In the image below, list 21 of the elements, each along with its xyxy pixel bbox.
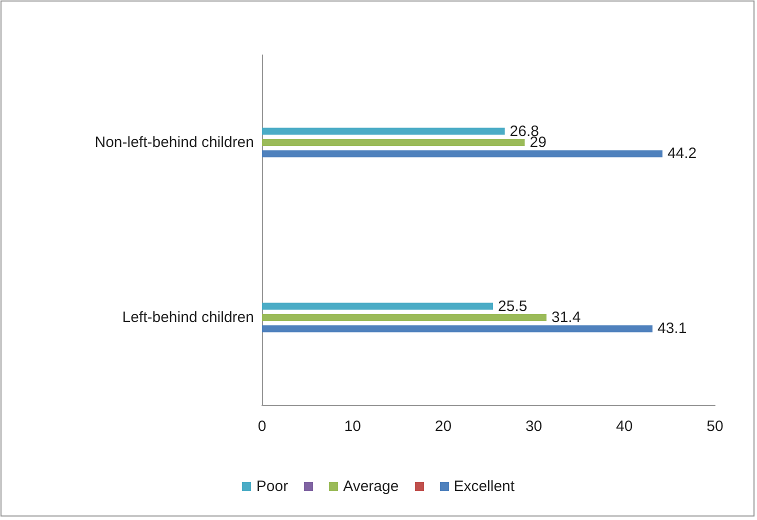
legend-label: Poor: [256, 478, 288, 495]
data-label: 44.2: [667, 145, 697, 162]
x-tick-label: 20: [434, 418, 452, 435]
legend-label: Average: [343, 478, 399, 495]
legend-label: Excellent: [454, 478, 515, 495]
bar: [262, 325, 652, 332]
data-label: 43.1: [657, 320, 687, 338]
bar: [262, 150, 662, 158]
x-tick-label: 50: [706, 418, 724, 435]
data-label: 25.5: [498, 298, 528, 315]
x-tick-label: 10: [344, 418, 361, 435]
bar: [262, 314, 546, 321]
x-tick-label: 30: [525, 418, 542, 435]
x-tick-label: 40: [616, 418, 633, 435]
bar: [262, 128, 505, 135]
bar: [262, 139, 525, 146]
y-tick-label: Non-left-behind children: [94, 134, 254, 151]
data-label: 31.4: [551, 309, 581, 326]
y-tick-label: Left-behind children: [122, 309, 254, 326]
bar: [262, 302, 494, 310]
x-tick-label: 0: [258, 418, 266, 435]
